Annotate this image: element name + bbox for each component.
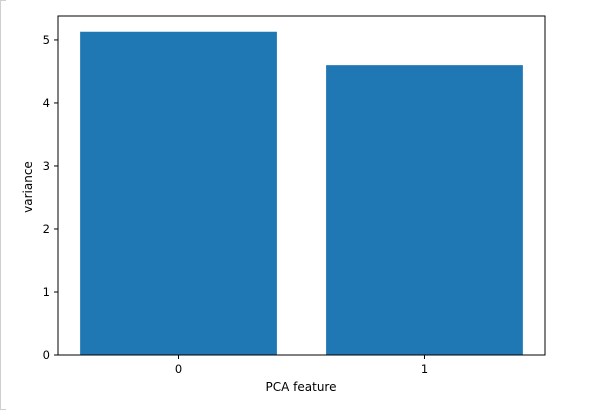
y-tick-label: 4 — [43, 96, 50, 110]
y-tick-label: 5 — [43, 33, 50, 47]
bars-group — [80, 31, 523, 356]
y-tick-label: 3 — [43, 159, 50, 173]
y-tick-label: 1 — [43, 285, 50, 299]
bar-0 — [80, 31, 277, 356]
x-axis-label: PCA feature — [266, 380, 337, 394]
y-axis: 0 1 2 3 4 5 — [43, 33, 58, 362]
y-tick-label: 0 — [43, 348, 50, 362]
bar-1 — [326, 65, 523, 356]
x-tick-label: 0 — [175, 362, 182, 376]
y-axis-label: variance — [21, 161, 35, 213]
plot-frame — [57, 15, 546, 356]
y-tick-label: 2 — [43, 222, 50, 236]
notebook-cell-border — [0, 0, 6, 410]
x-tick-label: 1 — [421, 362, 428, 376]
